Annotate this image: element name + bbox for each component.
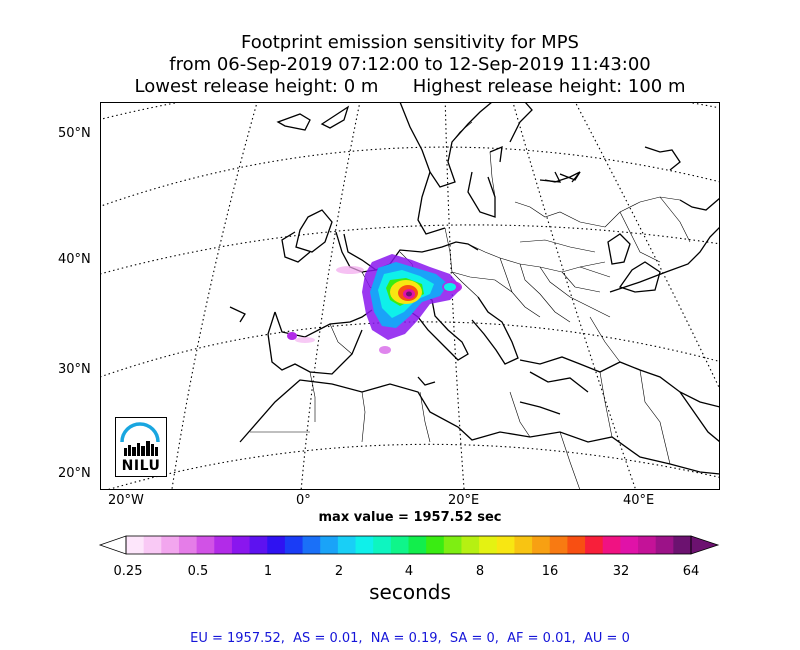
colorbar-cells — [126, 536, 692, 554]
regional-stats: EU = 1957.52, AS = 0.01, NA = 0.19, SA =… — [190, 631, 630, 646]
max-value-label: max value = 1957.52 sec — [318, 510, 502, 525]
colorbar-unit-label: seconds — [369, 580, 451, 604]
colorbar-cell — [373, 536, 392, 554]
colorbar-cell — [479, 536, 498, 554]
logo-skyline-icon — [120, 422, 160, 456]
logo-text: NILU — [121, 458, 161, 474]
colorbar-cell — [249, 536, 268, 554]
colorbar-cell — [461, 536, 480, 554]
colorbar-cell — [302, 536, 321, 554]
colorbar-cell — [267, 536, 286, 554]
colorbar-tick-label: 0.5 — [187, 564, 209, 579]
colorbar-tick-label: 1 — [263, 564, 273, 579]
colorbar-tick-label: 32 — [612, 564, 630, 579]
nilu-logo: NILU — [115, 417, 167, 477]
map-content — [100, 102, 720, 490]
colorbar-cell — [355, 536, 374, 554]
colorbar-tick-label: 0.25 — [113, 564, 143, 579]
colorbar-cell — [143, 536, 162, 554]
colorbar-cell — [178, 536, 198, 554]
colorbar-cell — [337, 536, 357, 554]
colorbar-cell — [390, 536, 409, 554]
colorbar-cell — [320, 536, 339, 554]
lat-label-40N: 40°N — [58, 252, 91, 267]
colorbar-cell — [532, 536, 551, 554]
colorbar-tick-label: 4 — [404, 564, 414, 579]
colorbar-cell — [655, 536, 674, 554]
colorbar-cell — [408, 536, 427, 554]
colorbar-cell — [567, 536, 586, 554]
colorbar-cell — [496, 536, 515, 554]
colorbar-min-extension — [98, 535, 127, 555]
lon-label-20W: 20°W — [108, 493, 144, 508]
map-subtitle-release-height: Lowest release height: 0 m Highest relea… — [134, 76, 686, 97]
colorbar-cell — [549, 536, 568, 554]
lon-label-20E: 20°E — [448, 493, 480, 508]
colorbar-cell — [620, 536, 639, 554]
colorbar-cell — [214, 536, 233, 554]
colorbar-tick-label: 2 — [334, 564, 344, 579]
colorbar-cell — [602, 536, 621, 554]
lon-label-40E: 40°E — [623, 493, 655, 508]
colorbar-cell — [673, 536, 692, 554]
colorbar-cell — [638, 536, 657, 554]
colorbar-tick-label: 16 — [541, 564, 559, 579]
map-title: Footprint emission sensitivity for MPS — [241, 32, 579, 53]
footprint-sensitivity-field — [287, 254, 462, 354]
colorbar-cell — [284, 536, 304, 554]
colorbar-cell — [126, 536, 145, 554]
lat-label-50N: 50°N — [58, 126, 91, 141]
colorbar-cell — [514, 536, 533, 554]
colorbar-cell — [196, 536, 215, 554]
colorbar — [98, 535, 720, 555]
lon-label-0: 0° — [296, 493, 311, 508]
colorbar-cell — [161, 536, 180, 554]
colorbar-tick-label: 64 — [682, 564, 700, 579]
colorbar-cell — [443, 536, 462, 554]
colorbar-max-extension — [690, 535, 720, 555]
colorbar-cell — [426, 536, 445, 554]
map-panel — [100, 102, 720, 490]
lat-label-20N: 20°N — [58, 466, 91, 481]
map-subtitle-period: from 06-Sep-2019 07:12:00 to 12-Sep-2019… — [169, 54, 651, 75]
colorbar-tick-label: 8 — [475, 564, 485, 579]
lat-label-30N: 30°N — [58, 362, 91, 377]
colorbar-cell — [585, 536, 604, 554]
colorbar-cell — [231, 536, 251, 554]
